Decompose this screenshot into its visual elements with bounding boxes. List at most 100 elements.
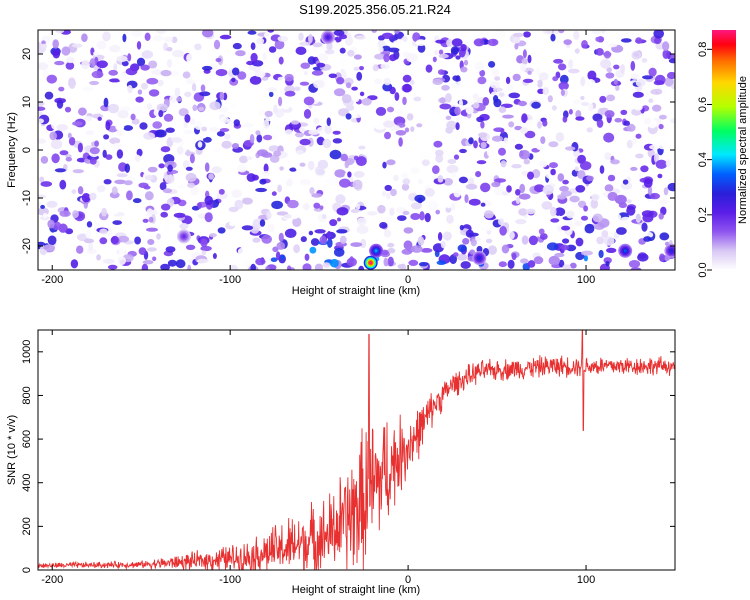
heatmap-cell <box>361 98 372 106</box>
heatmap-cell <box>463 59 469 66</box>
heatmap-cell <box>158 110 164 118</box>
heatmap-cell <box>202 30 214 38</box>
heatmap-cell <box>232 42 242 50</box>
heatmap-cell <box>386 106 395 113</box>
heatmap-cell <box>204 212 213 223</box>
heatmap-cell <box>72 210 79 219</box>
heatmap-cell <box>98 142 110 148</box>
heatmap-cell <box>59 179 67 190</box>
heatmap-cell <box>402 96 407 106</box>
heatmap-cell <box>386 159 396 166</box>
heatmap-cell <box>626 205 636 216</box>
heatmap-cell <box>234 199 244 210</box>
heatmap-cell <box>626 199 632 204</box>
heatmap-xtick-label: 0 <box>405 274 411 286</box>
heatmap-cell <box>358 145 366 150</box>
heatmap-cell <box>572 99 582 105</box>
heatmap-marks <box>38 30 675 270</box>
heatmap-cell <box>191 83 197 92</box>
heatmap-cell <box>131 30 143 37</box>
heatmap-cell <box>298 32 304 41</box>
heatmap-cell <box>115 120 128 127</box>
heatmap-cell <box>630 73 640 80</box>
heatmap-cell <box>590 199 599 209</box>
heatmap-cell <box>72 169 85 174</box>
heatmap-cell <box>350 242 363 248</box>
heatmap-cell <box>333 247 345 257</box>
heatmap-cell <box>109 44 121 53</box>
heatmap-cell <box>308 230 314 236</box>
heatmap-cell <box>488 61 496 68</box>
snr-ylabel: SNR (10 * v/v) <box>6 415 18 485</box>
heatmap-cell <box>480 182 491 193</box>
heatmap-cell <box>560 244 570 251</box>
heatmap-cell <box>501 244 510 254</box>
heatmap-cell <box>371 30 377 33</box>
heatmap-cell <box>316 62 326 68</box>
heatmap-cell <box>261 234 273 244</box>
heatmap-cell <box>552 105 557 111</box>
heatmap-cell <box>256 134 263 143</box>
heatmap-cell <box>315 168 326 177</box>
heatmap-cell <box>151 69 163 76</box>
heatmap-cell <box>239 155 248 164</box>
heatmap-cell <box>263 119 270 129</box>
heatmap-cell <box>573 30 580 40</box>
heatmap-cell <box>300 62 311 69</box>
heatmap-cell <box>152 121 163 129</box>
heatmap-cell <box>140 221 148 228</box>
heatmap-cell <box>511 164 522 169</box>
heatmap-cell <box>142 218 149 223</box>
heatmap-cell <box>93 51 99 56</box>
heatmap-cell <box>66 56 75 64</box>
heatmap-cell <box>451 81 463 89</box>
heatmap-cell <box>54 60 65 66</box>
heatmap-cell <box>308 129 320 135</box>
heatmap-cell <box>109 137 121 145</box>
heatmap-cell <box>514 43 519 50</box>
heatmap-cell <box>414 66 425 74</box>
heatmap-cell <box>178 108 189 117</box>
heatmap-cell <box>38 62 49 71</box>
heatmap-cell <box>406 113 414 121</box>
heatmap-cell <box>314 263 323 270</box>
heatmap-cell <box>175 259 186 269</box>
heatmap-cell <box>648 67 657 77</box>
heatmap-cell <box>447 159 457 164</box>
heatmap-cell <box>600 59 612 69</box>
heatmap-cell <box>446 120 457 130</box>
heatmap-cell <box>473 102 480 109</box>
colorbar-tick-label: 0.4 <box>697 152 709 167</box>
heatmap-cell <box>200 238 208 248</box>
heatmap-cell <box>527 54 532 64</box>
heatmap-cell <box>383 77 391 86</box>
heatmap-cell <box>464 194 469 204</box>
heatmap-cell <box>307 137 314 147</box>
heatmap-cell <box>475 171 482 178</box>
heatmap-cell <box>51 153 60 164</box>
heatmap-cell <box>658 123 664 130</box>
heatmap-cell <box>231 189 243 198</box>
heatmap-cell <box>325 207 330 215</box>
heatmap-cell <box>268 46 277 53</box>
heatmap-cell <box>341 94 352 104</box>
heatmap-cell <box>140 64 150 71</box>
heatmap-cell <box>652 104 662 112</box>
heatmap-cell <box>264 110 273 118</box>
heatmap-cell <box>189 153 195 164</box>
heatmap-cell <box>303 96 315 106</box>
heatmap-cell <box>82 87 94 92</box>
heatmap-cell <box>336 229 348 234</box>
heatmap-cell <box>410 213 421 220</box>
heatmap-cell <box>558 30 565 34</box>
heatmap-cell <box>196 165 202 171</box>
heatmap-cell <box>402 74 412 83</box>
heatmap-cell <box>537 121 542 129</box>
heatmap-cell <box>500 160 507 168</box>
heatmap-cell <box>393 174 399 182</box>
heatmap-cell <box>359 91 365 97</box>
heatmap-cell <box>324 124 332 135</box>
heatmap-cell <box>437 232 443 241</box>
heatmap-cell <box>491 68 500 76</box>
heatmap-cell <box>476 116 485 123</box>
